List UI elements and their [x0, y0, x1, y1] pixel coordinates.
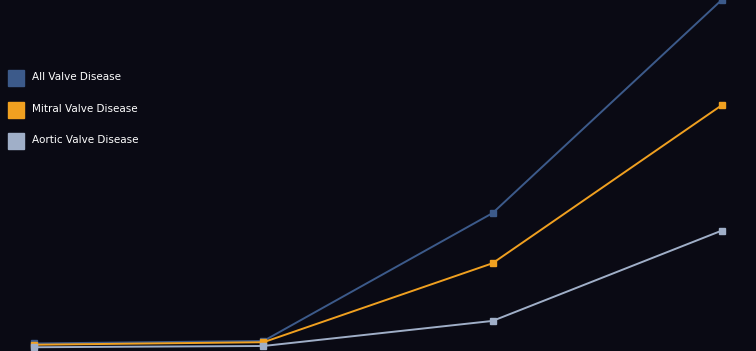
Line: All Valve Disease: All Valve Disease: [31, 0, 725, 347]
All Valve Disease: [488, 211, 497, 215]
Mitral Valve Disease: [488, 261, 497, 265]
FancyBboxPatch shape: [8, 70, 24, 86]
Aortic Valve Disease: [717, 229, 727, 233]
All Valve Disease: [29, 342, 39, 346]
Line: Aortic Valve Disease: Aortic Valve Disease: [31, 227, 725, 351]
All Valve Disease: [717, 0, 727, 2]
Aortic Valve Disease: [29, 345, 39, 349]
Text: All Valve Disease: All Valve Disease: [32, 72, 121, 82]
All Valve Disease: [259, 339, 268, 343]
Text: Aortic Valve Disease: Aortic Valve Disease: [32, 135, 138, 145]
Mitral Valve Disease: [259, 340, 268, 344]
Line: Mitral Valve Disease: Mitral Valve Disease: [31, 102, 725, 348]
Mitral Valve Disease: [29, 343, 39, 347]
Mitral Valve Disease: [717, 103, 727, 107]
FancyBboxPatch shape: [8, 102, 24, 118]
FancyBboxPatch shape: [8, 133, 24, 149]
Text: Mitral Valve Disease: Mitral Valve Disease: [32, 104, 138, 114]
Aortic Valve Disease: [259, 344, 268, 348]
Aortic Valve Disease: [488, 319, 497, 323]
